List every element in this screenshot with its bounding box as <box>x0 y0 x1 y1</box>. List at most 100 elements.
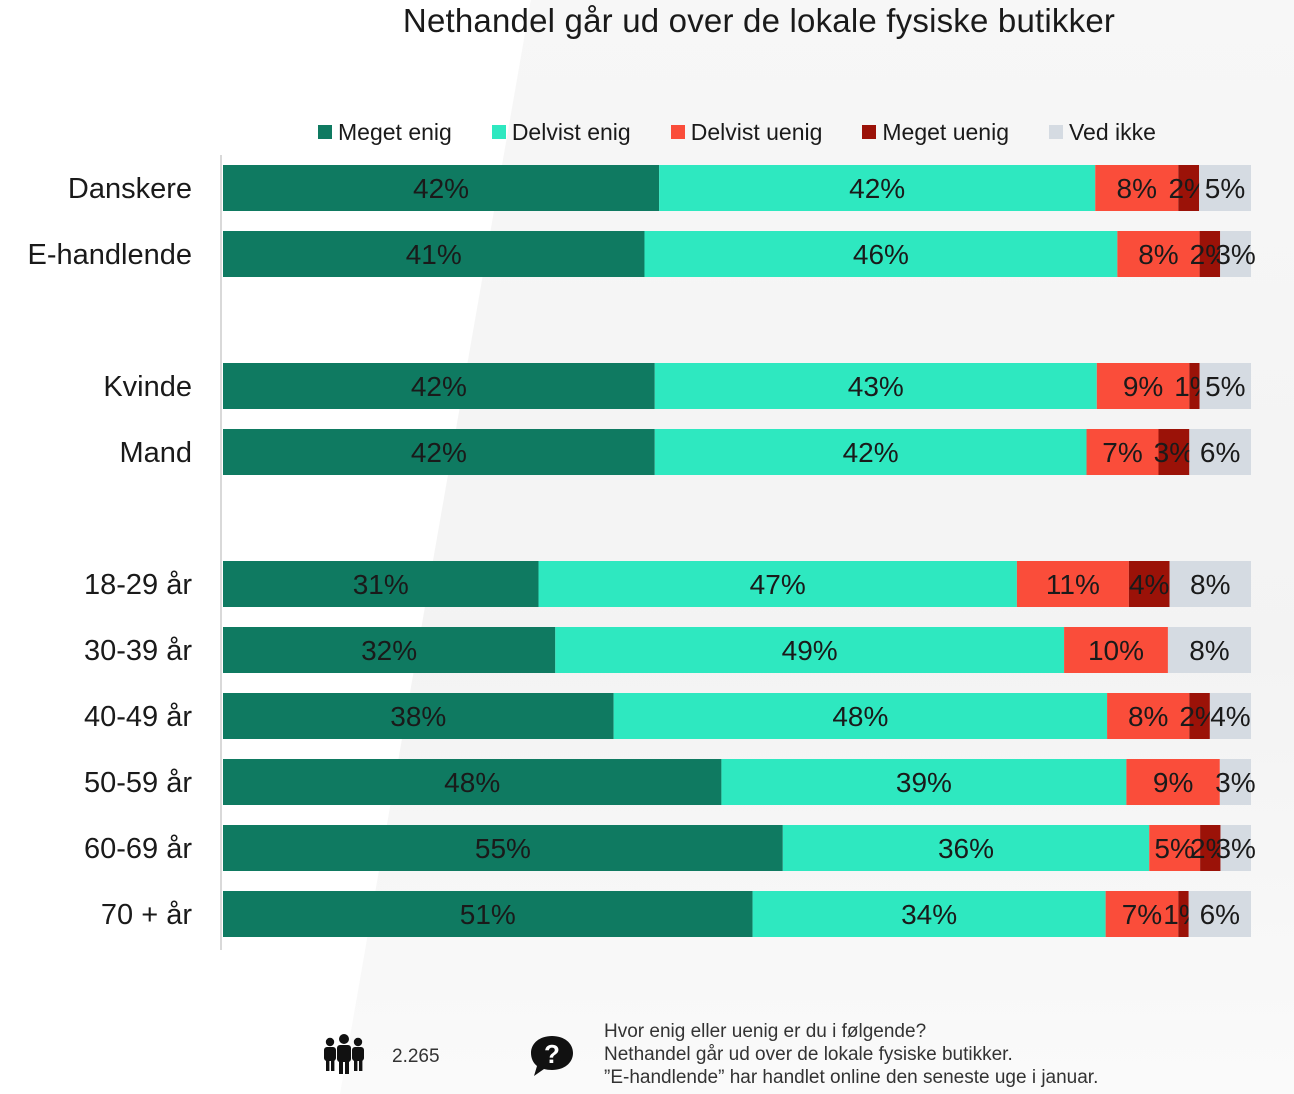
bar-value-label: 48% <box>832 701 888 732</box>
bar-value-label: 36% <box>938 833 994 864</box>
bar-segment <box>1126 759 1220 805</box>
people-icon <box>324 1034 364 1074</box>
bar-value-label: 42% <box>413 173 469 204</box>
bar-value-label: 48% <box>444 767 500 798</box>
bar-value-label: 4% <box>1129 569 1169 600</box>
bar-segment <box>223 165 660 211</box>
legend-item: Ved ikke <box>1048 118 1156 146</box>
bar-segment <box>1199 231 1221 277</box>
bar-segment <box>1220 231 1251 277</box>
bar-segment <box>752 891 1106 937</box>
bar-value-label: 51% <box>460 899 516 930</box>
bar-value-label: 8% <box>1128 701 1168 732</box>
legend-label: Delvist enig <box>511 118 631 145</box>
bar-value-label: 6% <box>1200 437 1240 468</box>
bar-value-label: 38% <box>390 701 446 732</box>
svg-text:?: ? <box>544 1039 560 1069</box>
bar-segment <box>223 231 645 277</box>
bar-segment <box>538 561 1017 607</box>
bar-segment <box>1178 165 1200 211</box>
bar-value-label: 42% <box>843 437 899 468</box>
stacked-bar-chart: Danskere 42% 42% 8% 2%5%E-handlende 41% 46% 8% 2… <box>28 165 1256 937</box>
bar-segment <box>223 561 539 607</box>
question-bubble-icon: ? <box>531 1036 573 1076</box>
bar-segment <box>1064 627 1168 673</box>
category-label: Mand <box>119 437 192 469</box>
legend-item: Meget uenig <box>862 119 1009 146</box>
bar-segment <box>1219 759 1251 805</box>
legend-swatch <box>491 125 506 139</box>
category-label: 60-69 år <box>84 833 192 865</box>
bar-value-label: 8% <box>1117 173 1157 204</box>
bar-value-label: 9% <box>1153 767 1193 798</box>
category-label: 70 + år <box>101 899 192 931</box>
bar-value-label: 49% <box>782 635 838 666</box>
category-label: 50-59 år <box>84 767 192 799</box>
category-label: Danskere <box>68 173 192 205</box>
bar-segment <box>1189 363 1200 409</box>
bar-segment <box>223 759 722 805</box>
bar-segment <box>654 363 1097 409</box>
bar-segment <box>1086 429 1159 475</box>
bar-value-label: 41% <box>406 239 462 270</box>
bar-segment <box>1209 693 1251 739</box>
bar-value-label: 55% <box>475 833 531 864</box>
bar-value-label: 46% <box>853 239 909 270</box>
category-label: 40-49 år <box>84 701 192 733</box>
legend-label: Ved ikke <box>1068 118 1156 145</box>
category-label: 30-39 år <box>84 635 192 667</box>
chart-title: Nethandel går ud over de lokale fysiske … <box>402 2 1116 39</box>
bar-segment <box>223 891 753 937</box>
bar-segment <box>1107 693 1190 739</box>
bar-segment <box>1200 825 1221 871</box>
legend-label: Delvist uenig <box>690 118 823 145</box>
bar-value-label: 43% <box>848 371 904 402</box>
bar-value-label: 7% <box>1122 899 1162 930</box>
bar-segment <box>1220 825 1251 871</box>
bar-segment <box>1189 693 1210 739</box>
bar-segment <box>555 627 1065 673</box>
legend-item: Delvist enig <box>491 118 631 146</box>
bar-segment <box>223 363 655 409</box>
bar-segment <box>644 231 1118 277</box>
bar-segment <box>1016 561 1129 607</box>
bar-segment <box>223 693 614 739</box>
bar-value-label: 8% <box>1189 635 1229 666</box>
bar-segment <box>1117 231 1200 277</box>
bar-segment <box>1189 429 1251 475</box>
bar-value-label: 10% <box>1088 635 1144 666</box>
bar-segment <box>1169 561 1251 607</box>
bar-value-label: 5% <box>1154 833 1194 864</box>
bar-value-label: 5% <box>1205 371 1245 402</box>
bar-segment <box>223 627 556 673</box>
bar-segment <box>1199 363 1251 409</box>
bar-value-label: 3% <box>1154 437 1194 468</box>
legend-swatch <box>862 125 877 139</box>
bar-segment <box>1105 891 1179 937</box>
category-label: E-handlende <box>28 239 192 271</box>
legend-swatch <box>1048 125 1063 139</box>
bar-value-label: 5% <box>1205 173 1245 204</box>
bar-value-label: 3% <box>1215 767 1255 798</box>
legend-label: Meget enig <box>338 118 452 145</box>
bar-value-label: 32% <box>361 635 417 666</box>
legend-swatch <box>318 125 332 139</box>
legend-swatch <box>670 125 685 139</box>
bar-value-label: 42% <box>411 371 467 402</box>
legend-label: Meget uenig <box>882 118 1009 145</box>
bar-value-label: 8% <box>1138 239 1178 270</box>
bar-segment <box>1188 891 1251 937</box>
bar-value-label: 11% <box>1046 569 1100 600</box>
bar-segment <box>654 429 1087 475</box>
bar-value-label: 42% <box>411 437 467 468</box>
bar-segment <box>1158 429 1190 475</box>
bar-value-label: 9% <box>1123 371 1163 402</box>
bar-value-label: 6% <box>1200 899 1240 930</box>
legend-item: Delvist uenig <box>670 118 823 146</box>
category-axis-line <box>220 155 222 950</box>
bar-segment <box>659 165 1096 211</box>
bar-segment <box>223 429 655 475</box>
category-label: Kvinde <box>103 371 192 403</box>
bar-value-label: 4% <box>1210 701 1250 732</box>
bar-value-label: 31% <box>353 569 409 600</box>
